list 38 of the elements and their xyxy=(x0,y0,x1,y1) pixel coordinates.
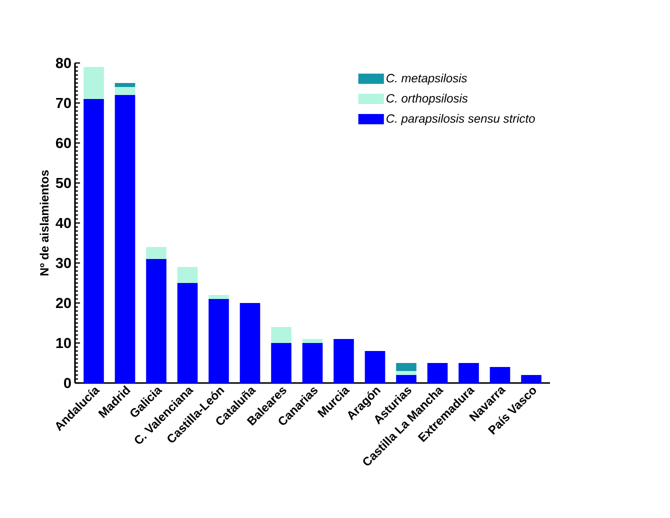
bar xyxy=(146,246,166,259)
bar xyxy=(396,362,416,371)
bar xyxy=(271,326,292,343)
y-tick-label: 20 xyxy=(56,298,71,308)
bar xyxy=(84,66,104,99)
y-tick-label: 0 xyxy=(64,378,71,388)
bar xyxy=(521,374,542,383)
bar xyxy=(114,82,136,87)
bar xyxy=(490,366,510,383)
bar xyxy=(271,342,292,383)
y-tick-label: 40 xyxy=(56,218,71,228)
bar xyxy=(334,338,354,383)
bar xyxy=(146,258,166,383)
bar xyxy=(114,86,136,95)
bar xyxy=(240,302,260,383)
y-tick-label: 50 xyxy=(56,178,71,188)
bar xyxy=(177,266,198,283)
bar xyxy=(302,338,323,343)
y-tick-label: 30 xyxy=(56,258,71,268)
y-tick-label: 70 xyxy=(56,98,71,108)
y-tick-label: 60 xyxy=(56,138,71,148)
y-tick-label: 10 xyxy=(56,338,71,348)
bar xyxy=(458,362,479,383)
bar xyxy=(302,342,323,383)
bar xyxy=(364,350,386,383)
bar xyxy=(396,370,416,375)
y-tick-label: 80 xyxy=(56,58,71,68)
y-axis-title: Nº de aislamientos xyxy=(40,170,49,276)
bar xyxy=(427,362,448,383)
legend-label: C. metapsilosis xyxy=(386,74,467,85)
bar xyxy=(396,374,416,383)
bar xyxy=(84,98,104,383)
bar xyxy=(177,282,198,383)
legend-label: C. parapsilosis sensu stricto xyxy=(386,114,535,126)
bar xyxy=(208,294,229,299)
legend-label: C. orthopsilosis xyxy=(386,94,468,105)
bar xyxy=(114,94,136,383)
bar xyxy=(208,298,229,383)
